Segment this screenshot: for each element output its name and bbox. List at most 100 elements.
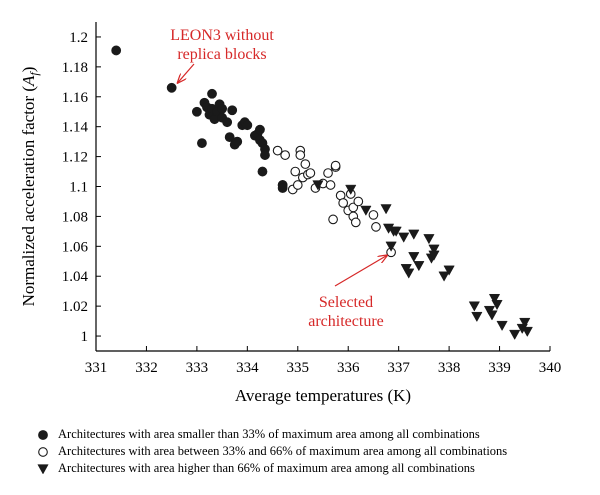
data-point: [403, 268, 415, 279]
x-tick-label: 337: [387, 360, 410, 376]
y-tick-label: 1.08: [62, 209, 88, 225]
x-tick-label: 333: [186, 360, 209, 376]
axes: 331 332 333 334 335 336 337 338 339 340 1 1.02 1.04 1…: [19, 22, 561, 405]
x-tick-label: 338: [438, 360, 461, 376]
data-point: [292, 180, 303, 190]
data-point: [111, 45, 122, 56]
data-point: [197, 138, 207, 149]
data-point: [428, 250, 440, 261]
annotation-leon3-label: LEON3 without replica blocks: [170, 27, 274, 63]
legend-item: Architectures with area between 33% and …: [36, 443, 507, 460]
annotation-leon3-arrow: [178, 63, 195, 83]
data-point: [257, 166, 268, 177]
data-point: [255, 124, 265, 135]
series-1: [111, 45, 288, 193]
data-point: [242, 120, 253, 131]
data-point: [217, 103, 228, 114]
data-point: [191, 106, 202, 117]
data-point: [398, 232, 410, 243]
data-point: [521, 326, 533, 338]
x-tick-label: 336: [337, 360, 360, 376]
data-point: [491, 299, 503, 311]
data-point: [353, 196, 364, 207]
x-tick-label: 335: [287, 360, 310, 376]
data-point: [224, 132, 235, 143]
legend-label: Architectures with area smaller than 33%…: [58, 427, 480, 441]
y-tick-label: 1.18: [62, 60, 88, 76]
y-tick-label: 1.12: [62, 150, 88, 166]
data-point: [166, 82, 177, 93]
x-tick-label: 331: [85, 360, 108, 376]
data-point: [413, 261, 425, 272]
data-point: [428, 244, 440, 255]
data-point: [488, 293, 501, 305]
data-point: [509, 329, 521, 341]
data-point: [277, 183, 288, 193]
y-tick-label: 1.16: [62, 90, 89, 106]
data-point: [338, 198, 349, 208]
legend-label: Architectures with area between 33% and …: [58, 444, 508, 458]
data-point: [408, 252, 420, 263]
y-tick-label: 1.04: [62, 269, 89, 285]
annotation-selected-arrow: [334, 255, 387, 287]
data-point: [438, 271, 450, 282]
x-tick-label: 332: [135, 360, 158, 376]
data-point: [325, 180, 336, 190]
data-point: [350, 217, 361, 228]
data-point: [312, 180, 324, 191]
data-point: [380, 204, 392, 215]
y-tick-label: 1.2: [69, 30, 88, 46]
data-point: [207, 88, 217, 99]
data-point: [443, 265, 455, 276]
y-tick-label: 1.02: [62, 299, 88, 315]
data-point: [385, 241, 397, 252]
data-point: [345, 184, 357, 195]
legend-marker-shape: [38, 429, 48, 440]
legend-marker: [36, 462, 58, 476]
x-tick-label: 340: [539, 360, 562, 376]
data-point: [295, 150, 306, 160]
legend-item: Architectures with area higher than 66% …: [36, 460, 507, 477]
data-point: [486, 310, 498, 321]
annotation-selected-label: Selected architecture: [308, 294, 384, 330]
x-axis-title: Average temperatures (K): [235, 386, 411, 405]
y-tick-label: 1: [81, 329, 89, 345]
data-point: [408, 229, 420, 240]
data-points: [111, 45, 533, 341]
legend-item: Architectures with area smaller than 33%…: [36, 426, 507, 443]
data-point: [423, 234, 435, 245]
legend: Architectures with area smaller than 33%…: [36, 426, 507, 477]
series-2: [272, 145, 396, 258]
legend-marker-shape: [38, 446, 48, 457]
y-tick-label: 1.14: [62, 120, 89, 136]
data-point: [390, 226, 402, 237]
annotations: LEON3 without replica blocks Selected archi…: [170, 27, 387, 330]
data-point: [360, 205, 372, 216]
y-tick-label: 1.1: [69, 180, 88, 196]
series-3: [312, 180, 533, 341]
data-point: [371, 222, 381, 232]
data-point: [260, 150, 270, 160]
data-point: [323, 168, 333, 178]
data-point: [222, 117, 233, 128]
data-point: [300, 159, 311, 169]
data-point: [519, 317, 531, 329]
y-tick-label: 1.06: [62, 239, 89, 255]
data-point: [280, 150, 291, 160]
legend-marker-shape: [37, 463, 49, 474]
data-point: [468, 301, 480, 312]
legend-marker: [36, 445, 58, 459]
data-point: [368, 210, 379, 220]
x-tick-label: 339: [488, 360, 511, 376]
y-axis-title: Normalized acceleration factor (Af): [19, 67, 41, 307]
data-point: [232, 136, 243, 147]
data-point: [330, 160, 341, 171]
scatter-chart: 331 332 333 334 335 336 337 338 339 340 1 1.02 1.04 1…: [19, 22, 561, 405]
data-point: [471, 311, 483, 323]
data-point: [290, 166, 301, 177]
legend-label: Architectures with area higher than 66% …: [58, 461, 475, 475]
x-tick-label: 334: [236, 360, 259, 376]
data-point: [305, 168, 316, 178]
data-point: [227, 105, 238, 116]
data-point: [496, 320, 508, 332]
